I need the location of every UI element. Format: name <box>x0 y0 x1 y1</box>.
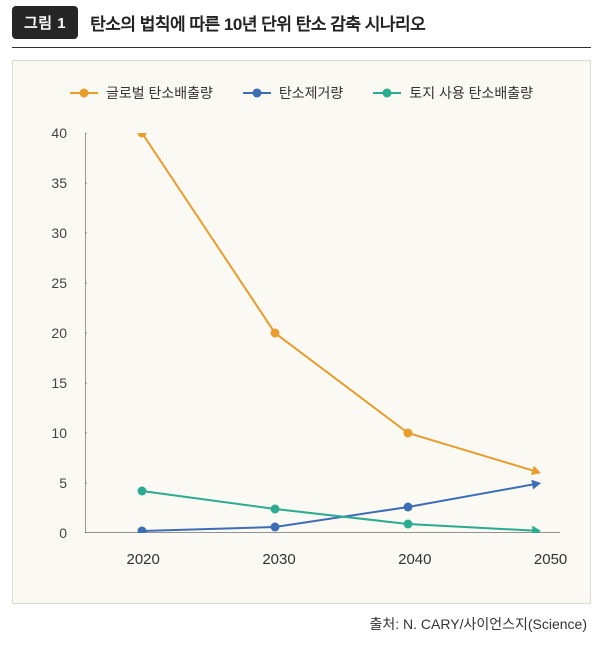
y-tick-label: 40 <box>37 125 67 141</box>
y-tick-label: 30 <box>37 225 67 241</box>
y-tick-label: 15 <box>37 375 67 391</box>
legend-marker-global-emissions <box>70 87 98 99</box>
y-tick-label: 0 <box>37 525 67 541</box>
series-marker-land-use-emissions <box>404 520 413 529</box>
figure-badge: 그림 1 <box>12 6 78 39</box>
y-tick-label: 10 <box>37 425 67 441</box>
series-marker-global-emissions <box>404 429 413 438</box>
plot-area: 0510152025303540 2020203020402050 <box>45 133 570 573</box>
series-arrow-land-use-emissions <box>532 526 541 533</box>
x-tick-label: 2050 <box>534 551 567 568</box>
legend-marker-carbon-removal <box>243 87 271 99</box>
legend-label-global-emissions: 글로벌 탄소배출량 <box>106 83 213 103</box>
series-line-land-use-emissions <box>142 491 537 531</box>
series-marker-global-emissions <box>271 329 280 338</box>
figure-title: 탄소의 법칙에 따른 10년 단위 탄소 감축 시나리오 <box>90 10 425 35</box>
y-tick-label: 35 <box>37 175 67 191</box>
chart-source: 출처: N. CARY/사이언스지(Science) <box>0 614 587 634</box>
source-text: N. CARY/사이언스지(Science) <box>403 616 587 632</box>
y-tick-label: 25 <box>37 275 67 291</box>
series-marker-land-use-emissions <box>138 487 147 496</box>
y-tick-label: 20 <box>37 325 67 341</box>
x-tick-label: 2040 <box>398 551 431 568</box>
legend-label-carbon-removal: 탄소제거량 <box>279 83 343 103</box>
figure-header: 그림 1 탄소의 법칙에 따른 10년 단위 탄소 감축 시나리오 <box>12 0 591 48</box>
series-marker-carbon-removal <box>138 527 147 534</box>
legend-label-land-use-emissions: 토지 사용 탄소배출량 <box>409 83 533 103</box>
series-arrow-global-emissions <box>531 466 541 475</box>
legend-marker-land-use-emissions <box>373 87 401 99</box>
legend-item-land-use-emissions: 토지 사용 탄소배출량 <box>373 83 533 103</box>
chart-container: 글로벌 탄소배출량 탄소제거량 토지 사용 탄소배출량 0 5 10 15 20 25 30 35… <box>12 60 591 604</box>
series-line-global-emissions <box>142 133 537 472</box>
series-marker-carbon-removal <box>271 523 280 532</box>
source-prefix: 출처: <box>369 616 403 632</box>
series-marker-land-use-emissions <box>271 505 280 514</box>
chart-legend: 글로벌 탄소배출량 탄소제거량 토지 사용 탄소배출량 <box>33 83 570 103</box>
series-arrow-carbon-removal <box>531 480 541 490</box>
legend-item-carbon-removal: 탄소제거량 <box>243 83 343 103</box>
series-marker-carbon-removal <box>404 503 413 512</box>
series-line-carbon-removal <box>142 484 537 531</box>
y-tick-label: 5 <box>37 475 67 491</box>
plot-svg <box>85 133 560 533</box>
x-tick-label: 2030 <box>262 551 295 568</box>
plot-svg-container <box>85 133 560 533</box>
x-tick-label: 2020 <box>127 551 160 568</box>
y-axis-labels: 0510152025303540 <box>37 133 67 533</box>
x-axis-labels: 2020 2030 2040 2050 <box>85 545 570 573</box>
legend-item-global-emissions: 글로벌 탄소배출량 <box>70 83 213 103</box>
